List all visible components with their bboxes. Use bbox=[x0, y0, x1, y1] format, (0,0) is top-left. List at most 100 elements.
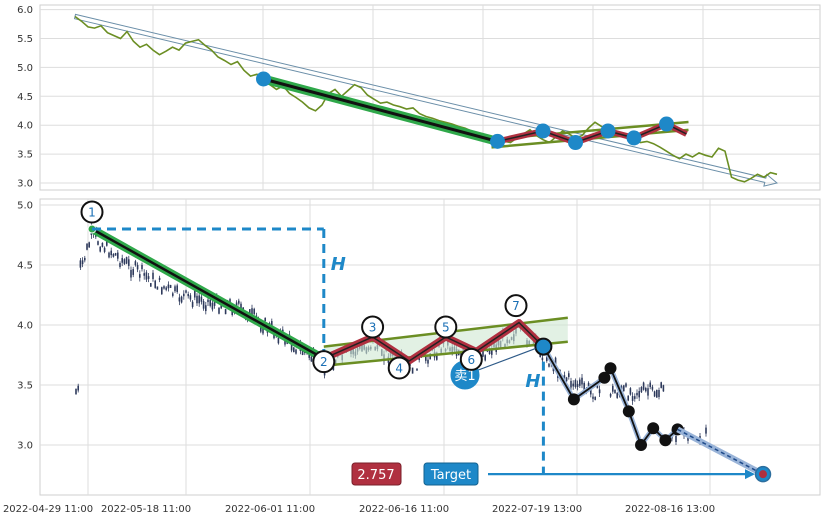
overview-pattern-point bbox=[490, 133, 505, 149]
candle-body bbox=[141, 264, 143, 270]
candle-body bbox=[167, 284, 170, 289]
candle-body bbox=[620, 386, 623, 390]
candle-body bbox=[185, 290, 187, 293]
detail-panel: 5.0 4.5 4.0 3.5 3.0 2022-04-29 11:00 2022-05-1… bbox=[3, 198, 821, 515]
candle-body bbox=[411, 367, 414, 374]
candle-body bbox=[594, 396, 596, 400]
candle-body bbox=[572, 383, 574, 387]
overview-y-tick-label: 4.5 bbox=[17, 92, 33, 103]
candle-body bbox=[609, 393, 612, 397]
pattern-point-marker bbox=[80, 200, 104, 224]
candle-body bbox=[79, 260, 82, 268]
candle-body bbox=[156, 286, 159, 290]
candle-body bbox=[183, 293, 185, 297]
projection-point bbox=[567, 393, 580, 406]
candle-body bbox=[627, 395, 629, 401]
candle-body bbox=[271, 321, 273, 329]
candle-body bbox=[119, 263, 121, 267]
target-label-text: Target bbox=[430, 468, 471, 483]
overview-y-tick-label: 4.0 bbox=[17, 121, 33, 132]
candle-body bbox=[631, 396, 634, 401]
candle-body bbox=[308, 354, 310, 358]
candle-body bbox=[570, 380, 572, 388]
candle-body bbox=[112, 253, 115, 257]
overview-y-tick-label: 3.0 bbox=[17, 179, 33, 190]
candle-body bbox=[202, 301, 205, 309]
candle-body bbox=[612, 385, 614, 392]
detail-y-tick-label: 3.5 bbox=[17, 381, 33, 392]
overview-y-tick-label: 3.5 bbox=[17, 150, 33, 161]
candle-body bbox=[576, 383, 579, 388]
detail-y-tick-label: 5.0 bbox=[17, 201, 33, 212]
candle-body bbox=[656, 389, 658, 398]
target-label-badge bbox=[423, 462, 479, 486]
candle-body bbox=[662, 385, 665, 392]
candle-body bbox=[176, 285, 178, 292]
candle-body bbox=[180, 296, 183, 303]
candle-body bbox=[277, 337, 280, 344]
candle-body bbox=[581, 377, 583, 385]
measure-label-h-top: H bbox=[331, 254, 346, 275]
candle-body bbox=[634, 396, 636, 399]
pattern-point-marker bbox=[459, 347, 483, 371]
pattern-point-marker bbox=[434, 315, 458, 339]
candle-body bbox=[660, 382, 662, 388]
candle-body bbox=[554, 357, 557, 365]
candle-body bbox=[161, 287, 163, 295]
overview-pattern-point bbox=[568, 135, 583, 151]
candle-body bbox=[653, 391, 656, 397]
projection-point bbox=[659, 434, 672, 447]
candle-body bbox=[86, 243, 88, 250]
candle-body bbox=[88, 242, 90, 248]
target-arrowhead bbox=[745, 469, 755, 480]
overview-pattern-point bbox=[256, 71, 271, 87]
candle-body bbox=[128, 259, 130, 266]
candle-body bbox=[640, 387, 643, 393]
measure-label-h-right: H bbox=[525, 371, 540, 392]
candle-body bbox=[200, 296, 203, 302]
candle-body bbox=[240, 303, 242, 309]
candle-body bbox=[295, 349, 297, 354]
candle-body bbox=[436, 352, 438, 360]
candle-body bbox=[484, 355, 486, 361]
overview-pattern-point bbox=[626, 130, 642, 146]
overview-pattern-point bbox=[600, 123, 616, 139]
candle-body bbox=[587, 382, 590, 388]
candle-body bbox=[592, 396, 594, 399]
candle-body bbox=[293, 347, 295, 353]
candle-body bbox=[207, 299, 209, 303]
pattern-point-number: 1 bbox=[88, 206, 96, 220]
candle-body bbox=[488, 348, 491, 355]
pattern-point-number: 4 bbox=[395, 362, 403, 376]
candle-body bbox=[675, 436, 677, 442]
candle-body bbox=[548, 363, 550, 367]
candle-body bbox=[145, 272, 148, 280]
detail-x-tick-label: 2022-05-18 11:00 bbox=[101, 504, 191, 515]
overview-flagpole-line bbox=[263, 77, 498, 143]
candle-body bbox=[169, 284, 172, 288]
candle-body bbox=[106, 238, 108, 246]
candle-body bbox=[165, 287, 167, 290]
candle-body bbox=[416, 368, 418, 371]
candle-body bbox=[114, 253, 117, 256]
breakout-point bbox=[534, 337, 553, 356]
candle-body bbox=[196, 295, 198, 304]
candle-body bbox=[539, 353, 541, 358]
candle-body bbox=[178, 297, 181, 302]
candle-body bbox=[651, 386, 654, 390]
pattern-point-number: 7 bbox=[512, 299, 520, 313]
candle-body bbox=[642, 382, 645, 390]
candle-body bbox=[482, 350, 484, 357]
candle-body bbox=[101, 242, 104, 247]
projection-point bbox=[622, 405, 635, 418]
candle-body bbox=[205, 305, 207, 312]
candle-body bbox=[301, 349, 304, 355]
overview-pattern-point bbox=[535, 123, 551, 139]
candle-body bbox=[130, 269, 132, 278]
candle-body bbox=[121, 258, 123, 263]
candle-body bbox=[645, 388, 647, 392]
candle-body bbox=[154, 280, 156, 288]
pattern-point-marker bbox=[387, 356, 411, 380]
overview-pattern-point bbox=[659, 116, 674, 132]
